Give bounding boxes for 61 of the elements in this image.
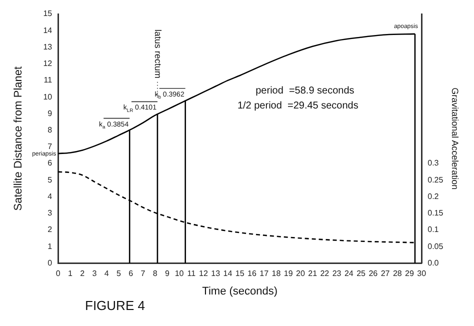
y2-tick-label: 0.2 (428, 192, 440, 201)
x-tick-label: 1 (68, 269, 73, 278)
y-tick-label: 13 (43, 42, 53, 52)
x-tick-label: 17 (260, 269, 270, 278)
x-tick-label: 3 (92, 269, 98, 278)
y-tick-label: 2 (48, 225, 53, 234)
y2-tick-label: 0.0 (428, 258, 440, 268)
y-tick-label: 5 (48, 175, 53, 184)
y2-tick-label: 0.15 (428, 208, 444, 218)
x-tick-label: 2 (80, 269, 86, 278)
y-tick-label: 14 (43, 26, 53, 35)
x-tick-label: 22 (320, 269, 330, 278)
x-tick-label: 28 (392, 269, 402, 278)
y-tick-label: 10 (43, 92, 53, 102)
y-tick-label: 9 (48, 108, 53, 118)
y-tick-label: 12 (43, 59, 53, 68)
x-tick-label: 19 (284, 269, 294, 278)
y2-tick-label: 0.3 (428, 158, 440, 168)
y2-tick-label: 0.05 (428, 242, 444, 251)
x-tick-label: 27 (380, 269, 390, 278)
y-tick-label: 6 (48, 158, 53, 168)
y-tick-label: 7 (48, 142, 53, 152)
annotation: 1/2 period =29.45 seconds (237, 100, 358, 112)
x-tick-label: 23 (332, 269, 342, 278)
x-tick-label: 12 (199, 269, 209, 278)
y-tick-label: 1 (48, 242, 53, 251)
caption: FIGURE 4 (85, 298, 145, 313)
x-tick-label: 16 (248, 269, 257, 278)
y2-tick-label: 0.1 (428, 225, 440, 234)
annotation: period =58.9 seconds (256, 86, 354, 97)
y-tick-label: 15 (43, 9, 53, 18)
y-axis-title: Satellite Distance from Planet (12, 66, 25, 211)
x-tick-label: 5 (116, 269, 122, 278)
x-tick-label: 7 (140, 269, 146, 278)
x-tick-label: 11 (187, 269, 196, 278)
x-tick-label: 4 (104, 269, 110, 278)
x-tick-label: 20 (296, 269, 306, 278)
x-tick-label: 9 (164, 269, 170, 278)
x-tick-label: 21 (308, 269, 318, 278)
y-tick-label: 11 (44, 76, 53, 85)
x-axis-title: Time (seconds) (202, 285, 278, 298)
y-tick-label: 0 (48, 258, 53, 268)
x-tick-label: 0 (56, 269, 61, 278)
y-tick-label: 8 (48, 125, 53, 134)
x-tick-label: 13 (211, 269, 221, 278)
y-tick-label: 4 (48, 192, 53, 201)
x-tick-label: 26 (368, 269, 378, 278)
y-tick-label: 3 (48, 208, 53, 218)
x-tick-label: 30 (417, 269, 427, 278)
y2-tick-label: 0.25 (428, 175, 444, 184)
x-tick-label: 10 (174, 269, 184, 278)
x-tick-label: 18 (272, 269, 282, 278)
y2-axis-title: Gravitational Acceleration (450, 88, 460, 190)
x-tick-label: 6 (128, 269, 134, 278)
x-tick-label: 25 (356, 269, 366, 278)
x-tick-label: 24 (344, 269, 354, 278)
x-tick-label: 15 (235, 269, 245, 278)
annotation: latus rectum (152, 29, 163, 78)
x-tick-label: 8 (152, 269, 158, 278)
x-tick-label: 29 (405, 269, 415, 278)
x-tick-label: 14 (223, 269, 233, 278)
